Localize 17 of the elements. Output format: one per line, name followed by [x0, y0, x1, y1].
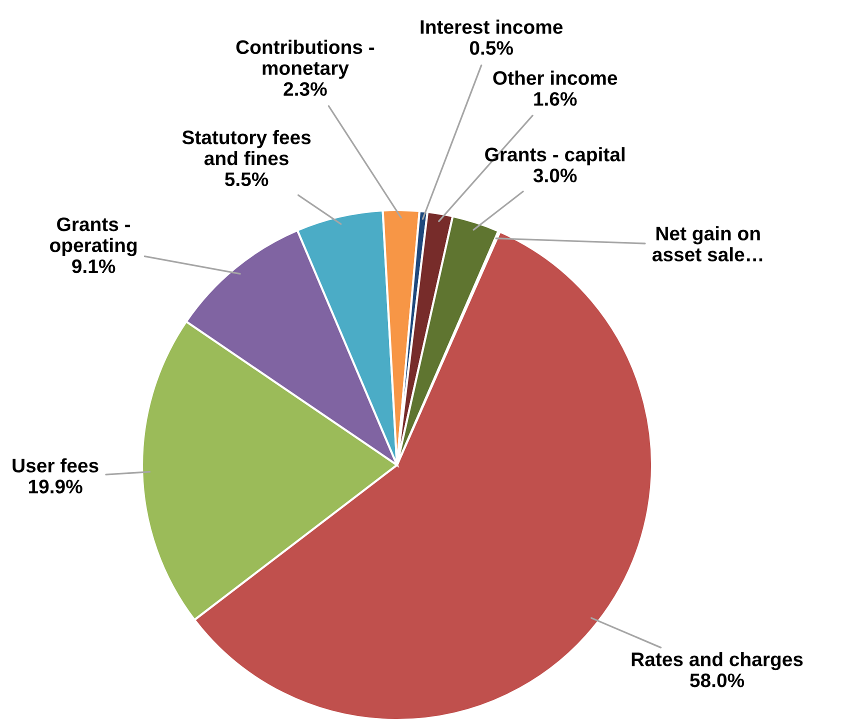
- slice-label: Contributions - monetary: [236, 40, 374, 79]
- data-label: 19.9%: [28, 480, 82, 494]
- data-label: 5.5%: [224, 172, 268, 186]
- data-label: 58.0%: [690, 674, 744, 688]
- slice-label: Net gain on asset sale…: [652, 226, 762, 262]
- slice-label: User fees: [12, 458, 98, 472]
- slice-label: Grants - operating: [50, 217, 137, 256]
- slice-label: Statutory fees and fines: [182, 130, 311, 166]
- data-label: 3.0%: [533, 168, 577, 182]
- data-label: 0.5%: [470, 41, 513, 55]
- slice-label: Grants - capital: [485, 147, 625, 166]
- slice-label: Interest income: [420, 20, 563, 34]
- slice-label: Rates and charges: [632, 652, 803, 670]
- slice-label: Other income: [493, 70, 618, 85]
- data-label: 9.1%: [72, 259, 116, 274]
- data-label: 2.3%: [284, 82, 327, 96]
- data-label: 1.6%: [534, 92, 577, 106]
